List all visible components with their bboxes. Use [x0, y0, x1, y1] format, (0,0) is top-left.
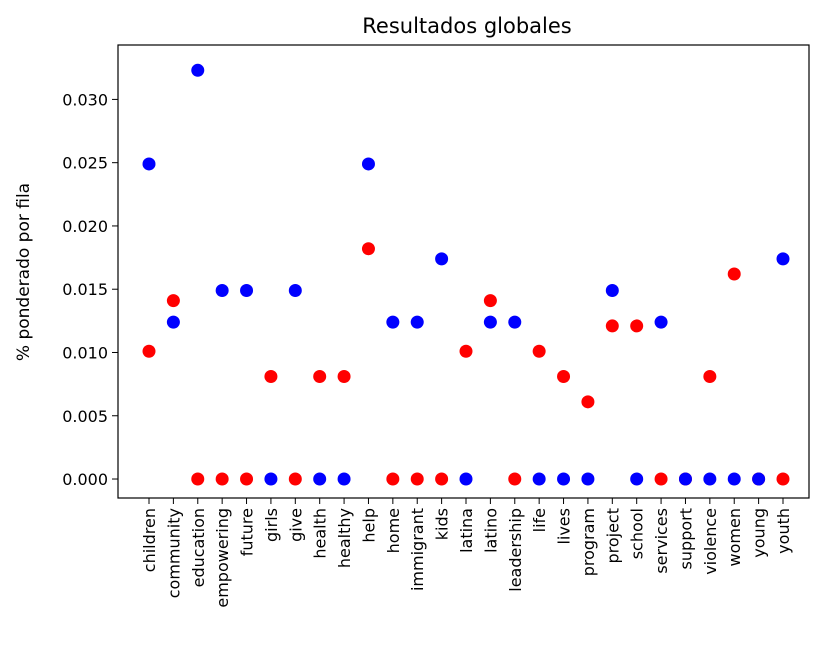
- data-point: [361, 157, 375, 171]
- data-point: [508, 315, 522, 329]
- x-tick-label: home: [384, 508, 403, 553]
- data-point: [483, 294, 497, 308]
- data-point: [581, 472, 595, 486]
- x-tick-label: health: [311, 508, 330, 559]
- data-point: [288, 472, 302, 486]
- data-point: [654, 472, 668, 486]
- chart-title: Resultados globales: [362, 14, 571, 38]
- x-tick-label: immigrant: [408, 508, 427, 591]
- data-point: [386, 315, 400, 329]
- data-point: [142, 344, 156, 358]
- data-point: [776, 472, 790, 486]
- x-tick-label: children: [140, 508, 159, 572]
- x-tick-label: women: [725, 508, 744, 566]
- data-point: [215, 283, 229, 297]
- x-tick-label: youth: [774, 508, 793, 554]
- data-point: [703, 370, 717, 384]
- data-point: [654, 315, 668, 329]
- data-point: [435, 252, 449, 266]
- x-tick-label: girls: [262, 508, 281, 542]
- data-point: [191, 63, 205, 77]
- x-tick-label: kids: [433, 508, 452, 540]
- x-tick-label: project: [603, 508, 622, 564]
- y-tick-label: 0.005: [62, 407, 108, 426]
- data-point: [191, 472, 205, 486]
- y-axis-ticks: 0.000 0.005 0.010 0.015 0.020 0.025 0.030: [62, 90, 118, 489]
- data-point: [605, 319, 619, 333]
- y-tick-label: 0.015: [62, 280, 108, 299]
- x-tick-label: lives: [555, 508, 574, 545]
- data-point: [483, 315, 497, 329]
- data-point: [532, 472, 546, 486]
- x-tick-label: support: [676, 508, 695, 569]
- x-tick-label: community: [164, 508, 183, 598]
- data-point: [508, 472, 522, 486]
- x-tick-label: latina: [457, 508, 476, 553]
- data-point: [581, 395, 595, 409]
- data-point: [532, 344, 546, 358]
- data-point: [337, 370, 351, 384]
- x-tick-label: future: [238, 508, 257, 556]
- data-point: [410, 472, 424, 486]
- data-point: [313, 472, 327, 486]
- x-tick-label: program: [579, 508, 598, 576]
- y-tick-label: 0.010: [62, 343, 108, 362]
- x-tick-label: services: [652, 508, 671, 574]
- y-tick-label: 0.025: [62, 154, 108, 173]
- x-tick-label: give: [286, 508, 305, 542]
- data-point: [240, 472, 254, 486]
- data-point: [678, 472, 692, 486]
- data-point: [240, 283, 254, 297]
- x-tick-label: help: [359, 508, 378, 543]
- data-point: [630, 319, 644, 333]
- data-point: [386, 472, 400, 486]
- data-point: [337, 472, 351, 486]
- x-tick-label: education: [189, 508, 208, 587]
- x-tick-label: violence: [701, 508, 720, 575]
- data-point: [166, 294, 180, 308]
- data-point: [459, 472, 473, 486]
- y-tick-label: 0.000: [62, 470, 108, 489]
- data-point: [410, 315, 424, 329]
- x-tick-label: leadership: [506, 508, 525, 592]
- data-point: [557, 472, 571, 486]
- y-axis-label: % ponderado por fila: [14, 183, 34, 361]
- x-tick-label: life: [530, 508, 549, 532]
- data-point: [361, 242, 375, 256]
- plot-area-frame: [117, 44, 810, 499]
- data-point: [166, 315, 180, 329]
- x-tick-label: young: [750, 508, 769, 558]
- x-tick-label: healthy: [335, 508, 354, 568]
- data-point: [703, 472, 717, 486]
- data-point: [142, 157, 156, 171]
- x-tick-label: empowering: [213, 508, 232, 608]
- data-point: [630, 472, 644, 486]
- data-point: [752, 472, 766, 486]
- data-points: [142, 63, 790, 486]
- data-point: [215, 472, 229, 486]
- data-point: [264, 370, 278, 384]
- data-point: [313, 370, 327, 384]
- data-point: [727, 267, 741, 281]
- data-point: [459, 344, 473, 358]
- data-point: [435, 472, 449, 486]
- data-point: [727, 472, 741, 486]
- y-tick-label: 0.030: [62, 90, 108, 109]
- x-axis-ticks: children community education empowering futu…: [140, 498, 793, 608]
- data-point: [288, 283, 302, 297]
- data-point: [605, 283, 619, 297]
- x-tick-label: latino: [481, 508, 500, 553]
- data-point: [557, 370, 571, 384]
- data-point: [776, 252, 790, 266]
- y-tick-label: 0.020: [62, 217, 108, 236]
- x-tick-label: school: [628, 508, 647, 559]
- data-point: [264, 472, 278, 486]
